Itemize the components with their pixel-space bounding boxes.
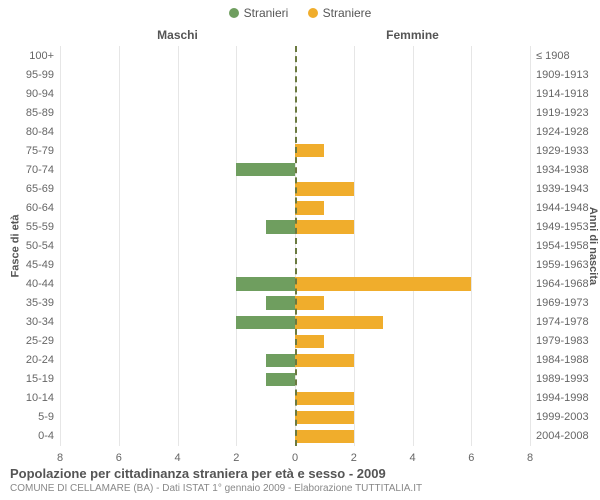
legend: Stranieri Straniere xyxy=(0,6,600,21)
legend-label-male: Stranieri xyxy=(244,6,289,20)
footer-subtitle: COMUNE DI CELLAMARE (BA) - Dati ISTAT 1°… xyxy=(10,483,590,494)
age-label: 90-94 xyxy=(26,88,60,100)
bar-male xyxy=(266,220,295,233)
bar-female xyxy=(295,411,354,424)
x-tick: 2 xyxy=(351,452,357,464)
x-tick: 8 xyxy=(57,452,63,464)
x-tick: 0 xyxy=(292,452,298,464)
y-axis-title-left: Fasce di età xyxy=(8,46,22,446)
age-label: 50-54 xyxy=(26,240,60,252)
age-label: 80-84 xyxy=(26,126,60,138)
bar-female xyxy=(295,220,354,233)
age-label: 40-44 xyxy=(26,278,60,290)
age-label: 10-14 xyxy=(26,392,60,404)
bar-female xyxy=(295,296,324,309)
birth-label: 1999-2003 xyxy=(530,411,589,423)
x-tick: 4 xyxy=(174,452,180,464)
age-label: 15-19 xyxy=(26,373,60,385)
age-label: 70-74 xyxy=(26,164,60,176)
age-label: 85-89 xyxy=(26,107,60,119)
age-label: 30-34 xyxy=(26,316,60,328)
bar-female xyxy=(295,201,324,214)
age-label: 60-64 xyxy=(26,202,60,214)
age-label: 75-79 xyxy=(26,145,60,157)
plot-area: 864202468100+≤ 190895-991909-191390-9419… xyxy=(60,46,530,446)
age-label: 100+ xyxy=(29,50,60,62)
birth-label: 1909-1913 xyxy=(530,69,589,81)
birth-label: 1954-1958 xyxy=(530,240,589,252)
birth-label: ≤ 1908 xyxy=(530,50,570,62)
age-label: 20-24 xyxy=(26,354,60,366)
birth-label: 1989-1993 xyxy=(530,373,589,385)
legend-label-female: Straniere xyxy=(323,6,372,20)
birth-label: 1929-1933 xyxy=(530,145,589,157)
pyramid-chart: Stranieri Straniere Maschi Femmine Fasce… xyxy=(0,0,600,500)
bar-female xyxy=(295,277,471,290)
legend-item-female: Straniere xyxy=(308,6,372,20)
center-line xyxy=(295,46,297,446)
birth-label: 2004-2008 xyxy=(530,430,589,442)
bar-male xyxy=(236,277,295,290)
birth-label: 1914-1918 xyxy=(530,88,589,100)
bar-male xyxy=(236,163,295,176)
birth-label: 1939-1943 xyxy=(530,183,589,195)
x-tick: 4 xyxy=(409,452,415,464)
age-label: 25-29 xyxy=(26,335,60,347)
bar-male xyxy=(266,373,295,386)
bar-female xyxy=(295,182,354,195)
birth-label: 1944-1948 xyxy=(530,202,589,214)
age-label: 35-39 xyxy=(26,297,60,309)
legend-swatch-female xyxy=(308,8,318,18)
age-label: 5-9 xyxy=(38,411,60,423)
bar-female xyxy=(295,144,324,157)
birth-label: 1949-1953 xyxy=(530,221,589,233)
x-tick: 6 xyxy=(468,452,474,464)
bar-male xyxy=(266,354,295,367)
birth-label: 1959-1963 xyxy=(530,259,589,271)
footer: Popolazione per cittadinanza straniera p… xyxy=(10,466,590,494)
age-label: 95-99 xyxy=(26,69,60,81)
birth-label: 1979-1983 xyxy=(530,335,589,347)
header-female: Femmine xyxy=(295,28,530,42)
age-label: 45-49 xyxy=(26,259,60,271)
birth-label: 1919-1923 xyxy=(530,107,589,119)
birth-label: 1994-1998 xyxy=(530,392,589,404)
bar-female xyxy=(295,392,354,405)
bar-male xyxy=(236,316,295,329)
birth-label: 1974-1978 xyxy=(530,316,589,328)
header-male: Maschi xyxy=(60,28,295,42)
bar-female xyxy=(295,316,383,329)
x-tick: 6 xyxy=(116,452,122,464)
bar-female xyxy=(295,335,324,348)
birth-label: 1969-1973 xyxy=(530,297,589,309)
age-label: 55-59 xyxy=(26,221,60,233)
age-label: 65-69 xyxy=(26,183,60,195)
legend-swatch-male xyxy=(229,8,239,18)
bar-female xyxy=(295,430,354,443)
age-label: 0-4 xyxy=(38,430,60,442)
x-tick: 2 xyxy=(233,452,239,464)
x-tick: 8 xyxy=(527,452,533,464)
birth-label: 1964-1968 xyxy=(530,278,589,290)
bar-female xyxy=(295,354,354,367)
birth-label: 1934-1938 xyxy=(530,164,589,176)
legend-item-male: Stranieri xyxy=(229,6,289,20)
footer-title: Popolazione per cittadinanza straniera p… xyxy=(10,466,590,481)
birth-label: 1984-1988 xyxy=(530,354,589,366)
bar-male xyxy=(266,296,295,309)
birth-label: 1924-1928 xyxy=(530,126,589,138)
